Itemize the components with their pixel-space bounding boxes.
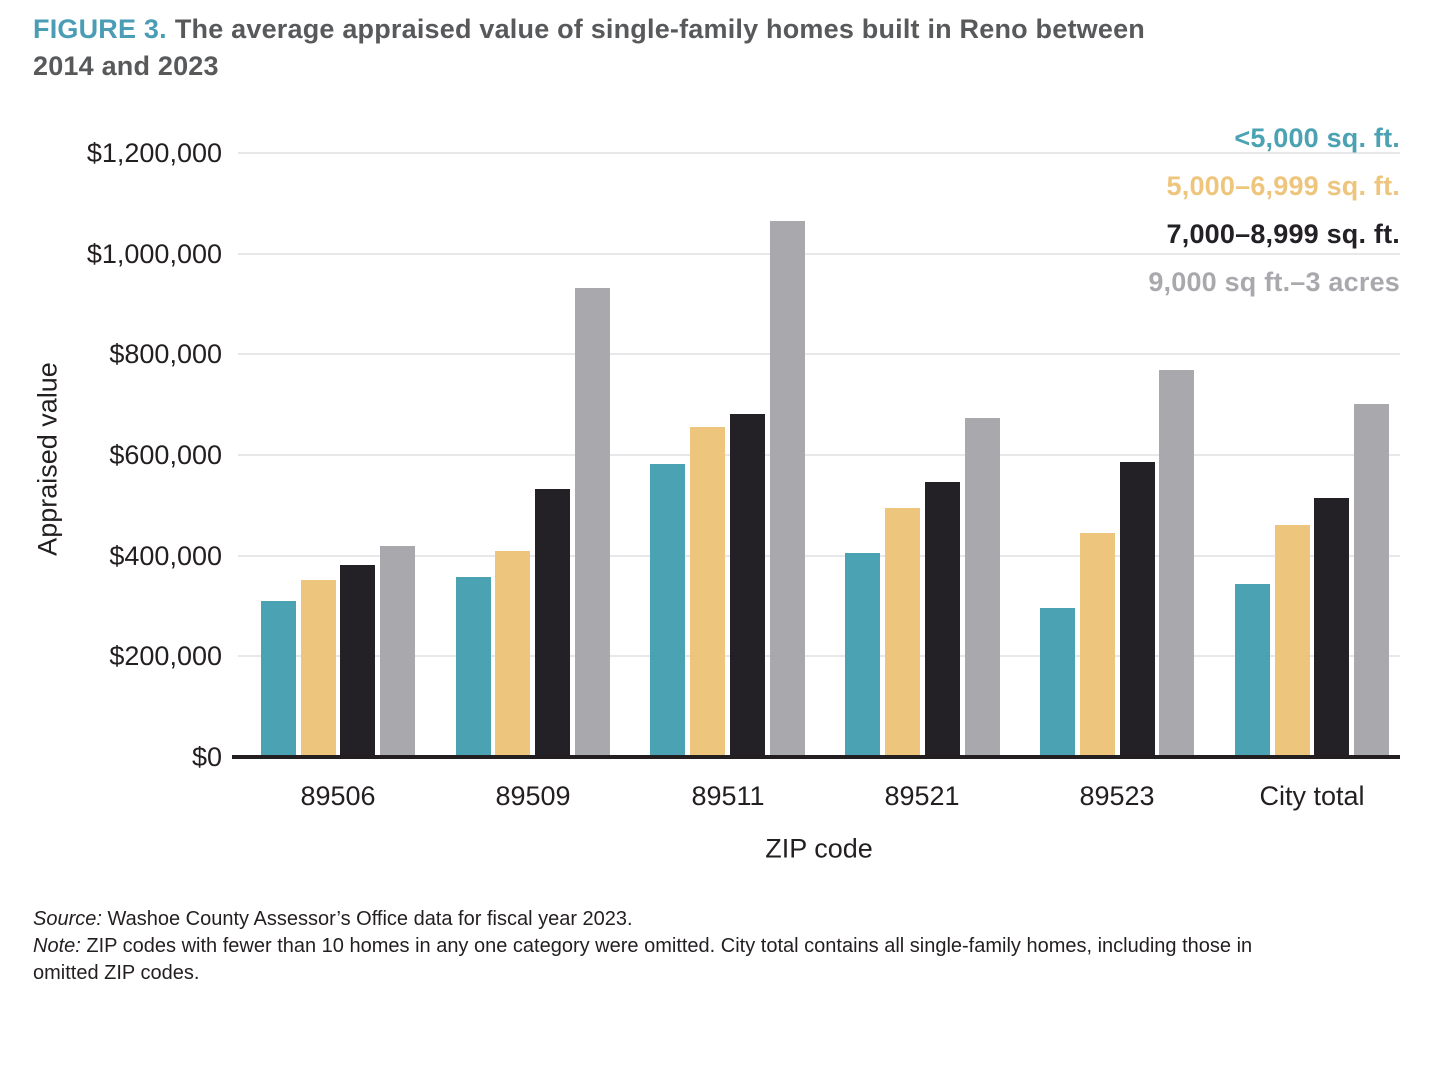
bar-89523-s1	[1079, 533, 1115, 757]
footnote-line1: Note: ZIP codes with fewer than 10 homes…	[33, 933, 1393, 960]
bar-89509-s2	[535, 489, 571, 757]
figure-label: FIGURE 3.	[33, 14, 167, 44]
x-tick-label: 89523	[1079, 781, 1155, 811]
bar-89506-s0	[260, 601, 296, 757]
gridline-600000	[238, 454, 1400, 456]
source-prefix: Source:	[33, 908, 102, 930]
bar-89506-s3	[380, 545, 416, 757]
y-axis-title: Appraised value	[32, 362, 63, 556]
bar-89511-s0	[650, 464, 686, 757]
gridline-1000000	[238, 253, 1400, 255]
bar-89521-s1	[885, 508, 920, 757]
bar-89523-s0	[1040, 608, 1075, 757]
legend-item-2: 7,000–8,999 sq. ft.	[1166, 219, 1400, 249]
gridline-200000	[238, 655, 1400, 657]
bar-89511-s2	[730, 414, 765, 757]
bar-89521-s2	[924, 482, 960, 757]
gridline-400000	[238, 555, 1400, 557]
figure-title-line2: 2014 and 2023	[33, 51, 219, 81]
source-text: Washoe County Assessor’s Office data for…	[107, 908, 633, 930]
x-tick-label: 89509	[495, 781, 571, 811]
note-text-line2: omitted ZIP codes.	[33, 962, 200, 984]
figure-title: FIGURE 3. The average appraised value of …	[33, 11, 1333, 85]
bar-89521-s3	[964, 417, 1000, 757]
footnote: Note: ZIP codes with fewer than 10 homes…	[33, 933, 1393, 987]
bar-city-total-s0	[1234, 583, 1270, 757]
bar-89509-s0	[455, 576, 491, 757]
x-tick-label: City total	[1259, 781, 1365, 811]
bar-89509-s3	[575, 287, 610, 757]
x-axis-title: ZIP code	[765, 833, 873, 864]
bar-89521-s0	[845, 553, 881, 757]
y-tick-label: $0	[191, 742, 222, 772]
y-tick-label: $1,200,000	[86, 138, 222, 168]
legend-item-3: 9,000 sq ft.–3 acres	[1148, 267, 1400, 297]
gridline-800000	[238, 353, 1400, 355]
legend: <5,000 sq. ft. 5,000–6,999 sq. ft. 7,000–8…	[1148, 114, 1400, 306]
bar-city-total-s2	[1314, 497, 1350, 757]
y-tick-label: $200,000	[109, 641, 222, 671]
x-axis-line	[232, 755, 1400, 759]
y-tick-label: $1,000,000	[86, 239, 222, 269]
x-tick-label: 89521	[884, 781, 960, 811]
note-text-line1: ZIP codes with fewer than 10 homes in an…	[86, 935, 1253, 957]
bar-89523-s3	[1159, 369, 1195, 757]
bar-89509-s1	[495, 550, 531, 757]
legend-item-1: 5,000–6,999 sq. ft.	[1166, 171, 1400, 201]
x-tick-label: 89506	[300, 781, 376, 811]
bar-89511-s3	[769, 221, 805, 757]
y-tick-label: $600,000	[109, 440, 222, 470]
y-tick-label: $800,000	[109, 339, 222, 369]
bar-city-total-s1	[1274, 524, 1310, 757]
bar-89506-s1	[300, 579, 336, 757]
source-note: Source: Washoe County Assessor’s Office …	[33, 906, 633, 933]
gridline-1200000	[238, 152, 1400, 154]
bar-89511-s1	[690, 427, 726, 757]
note-prefix: Note:	[33, 935, 81, 957]
bar-89506-s2	[340, 564, 376, 757]
legend-item-0: <5,000 sq. ft.	[1234, 123, 1400, 153]
figure-title-line1: The average appraised value of single-fa…	[174, 14, 1145, 44]
y-tick-label: $400,000	[109, 541, 222, 571]
bar-city-total-s3	[1354, 404, 1390, 757]
bar-89523-s2	[1119, 461, 1155, 757]
x-tick-label: 89511	[691, 781, 765, 811]
